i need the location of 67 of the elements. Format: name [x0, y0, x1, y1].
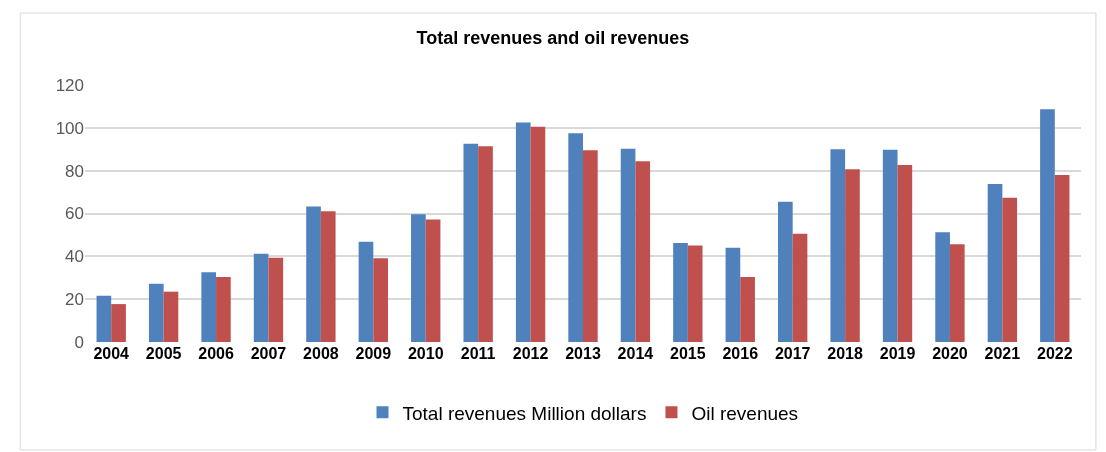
x-tick-label: 2011	[460, 345, 496, 362]
x-tick-label: 2017	[774, 345, 811, 362]
y-tick-label: 60	[65, 204, 84, 224]
bar	[987, 183, 1003, 342]
bar	[568, 133, 583, 342]
bar	[673, 243, 688, 342]
x-tick-label: 2022	[1036, 345, 1073, 362]
x-tick-label: 2015	[670, 345, 706, 362]
bar	[620, 148, 636, 342]
bar	[882, 149, 898, 342]
bar	[425, 219, 441, 342]
bar	[935, 232, 950, 342]
bar	[411, 214, 426, 342]
bar	[897, 164, 913, 342]
bar	[268, 257, 284, 342]
x-tick-label: 2009	[355, 345, 392, 362]
bar	[949, 244, 965, 342]
bar	[201, 272, 217, 342]
bar	[96, 295, 112, 342]
x-tick-label: 2012	[512, 345, 549, 362]
y-tick-label: 80	[65, 161, 84, 181]
bar	[530, 126, 546, 342]
bar	[306, 206, 321, 342]
bar	[792, 233, 808, 342]
y-tick-label: 100	[55, 118, 84, 138]
y-tick-label: 0	[74, 332, 84, 352]
chart-title: Total revenues and oil revenues	[416, 28, 690, 49]
bar	[478, 146, 493, 342]
x-tick-label: 2008	[303, 345, 339, 362]
bar	[725, 247, 741, 342]
bar	[111, 304, 126, 342]
legend-label: Oil revenues	[691, 402, 799, 424]
y-tick-label: 40	[65, 247, 84, 267]
bar	[1040, 109, 1055, 342]
y-tick-label: 20	[65, 290, 84, 310]
bar	[845, 169, 860, 342]
bar	[635, 161, 651, 342]
bar	[358, 241, 374, 342]
bar	[253, 253, 269, 342]
x-tick-label: 2005	[145, 345, 182, 362]
x-tick-label: 2006	[198, 345, 234, 362]
bar	[163, 291, 179, 342]
x-tick-label: 2004	[93, 345, 130, 362]
bar	[687, 245, 703, 342]
bar	[216, 276, 231, 342]
x-tick-label: 2010	[407, 345, 444, 362]
bar	[320, 211, 336, 342]
bar	[1002, 197, 1018, 342]
bar	[778, 201, 793, 342]
bar	[1054, 174, 1070, 342]
y-tick-label: 120	[55, 75, 84, 95]
x-tick-label: 2014	[617, 345, 654, 362]
legend-label: Total revenues Million dollars	[402, 402, 647, 424]
x-tick-label: 2018	[827, 345, 864, 362]
bar	[583, 150, 598, 342]
x-tick-label: 2019	[879, 345, 916, 362]
bar	[373, 258, 388, 342]
bar	[740, 276, 755, 342]
x-tick-label: 2013	[565, 345, 601, 362]
bar	[830, 149, 846, 342]
bar	[148, 283, 164, 342]
bar	[515, 122, 531, 342]
bar	[463, 143, 479, 342]
x-tick-label: 2021	[984, 345, 1021, 362]
x-tick-label: 2020	[932, 345, 968, 362]
x-tick-label: 2007	[250, 345, 287, 362]
x-tick-label: 2016	[722, 345, 759, 362]
